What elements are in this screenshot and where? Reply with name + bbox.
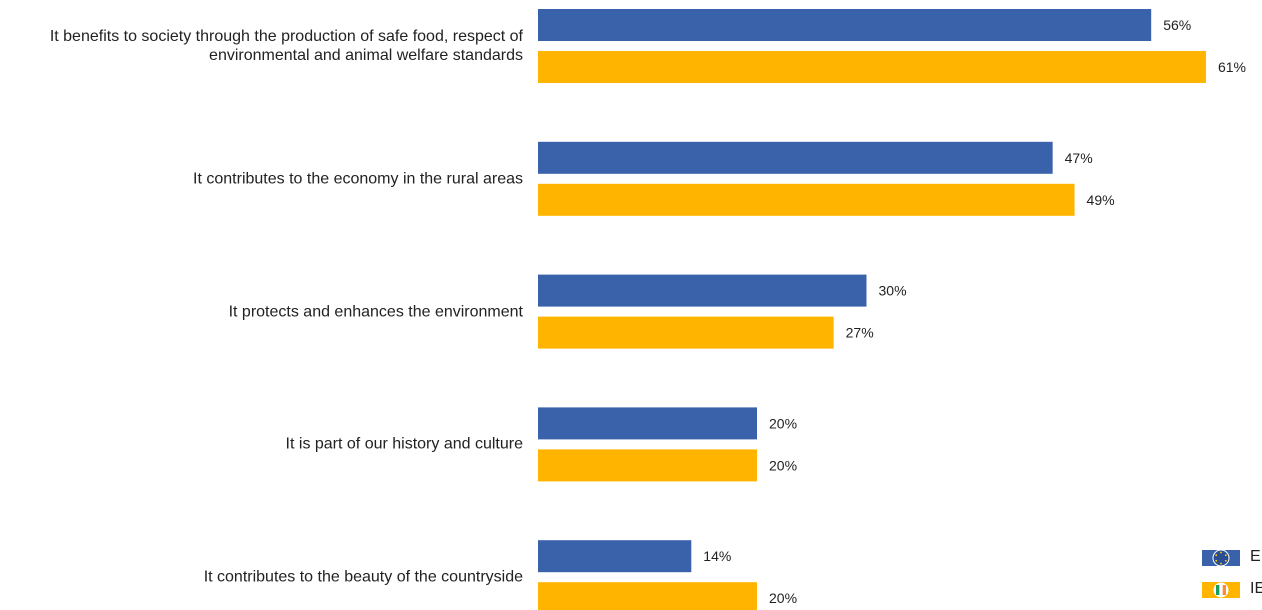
data-label-ie-1: 49%: [1087, 192, 1115, 208]
category-label-0: It benefits to society through the produ…: [0, 27, 523, 65]
category-label-4: It contributes to the beauty of the coun…: [0, 568, 523, 587]
bar-eu-1: [538, 141, 1053, 174]
data-label-eu-0: 56%: [1163, 17, 1191, 33]
bar-ie-1: [538, 183, 1075, 216]
category-label-line: It protects and enhances the environment: [228, 303, 523, 321]
data-label-ie-2: 27%: [846, 325, 874, 341]
bar-ie-4: [538, 582, 757, 610]
data-label-eu-4: 14%: [703, 548, 731, 564]
legend-label-eu: E: [1250, 548, 1261, 565]
bar-ie-0: [538, 51, 1206, 83]
bar-ie-2: [538, 316, 834, 349]
category-label-line: It benefits to society through the produ…: [49, 28, 523, 45]
data-label-eu-1: 47%: [1065, 150, 1093, 166]
category-label-3: It is part of our history and culture: [0, 435, 523, 454]
category-label-line: It contributes to the economy in the rur…: [193, 170, 523, 188]
category-label-line: environmental and animal welfare standar…: [209, 47, 523, 64]
legend-label-ie: IE: [1250, 580, 1262, 597]
category-label-line: It contributes to the beauty of the coun…: [203, 568, 523, 586]
bar-eu-2: [538, 274, 867, 307]
data-label-ie-0: 61%: [1218, 59, 1246, 75]
data-label-ie-3: 20%: [769, 457, 797, 473]
category-label-line: It is part of our history and culture: [285, 435, 523, 453]
ireland-flag-icon: [1202, 582, 1240, 598]
data-label-ie-4: 20%: [769, 590, 797, 606]
bar-eu-4: [538, 540, 692, 573]
category-label-2: It protects and enhances the environment: [0, 302, 523, 321]
legend-item-eu: E: [1202, 546, 1262, 570]
bar-ie-3: [538, 449, 757, 482]
category-label-1: It contributes to the economy in the rur…: [0, 169, 523, 188]
data-label-eu-3: 20%: [769, 415, 797, 431]
legend-item-ie: IE: [1202, 578, 1262, 602]
eu-flag-icon: [1202, 550, 1240, 566]
bar-eu-0: [538, 9, 1152, 41]
data-label-eu-2: 30%: [879, 283, 907, 299]
bar-eu-3: [538, 407, 757, 440]
